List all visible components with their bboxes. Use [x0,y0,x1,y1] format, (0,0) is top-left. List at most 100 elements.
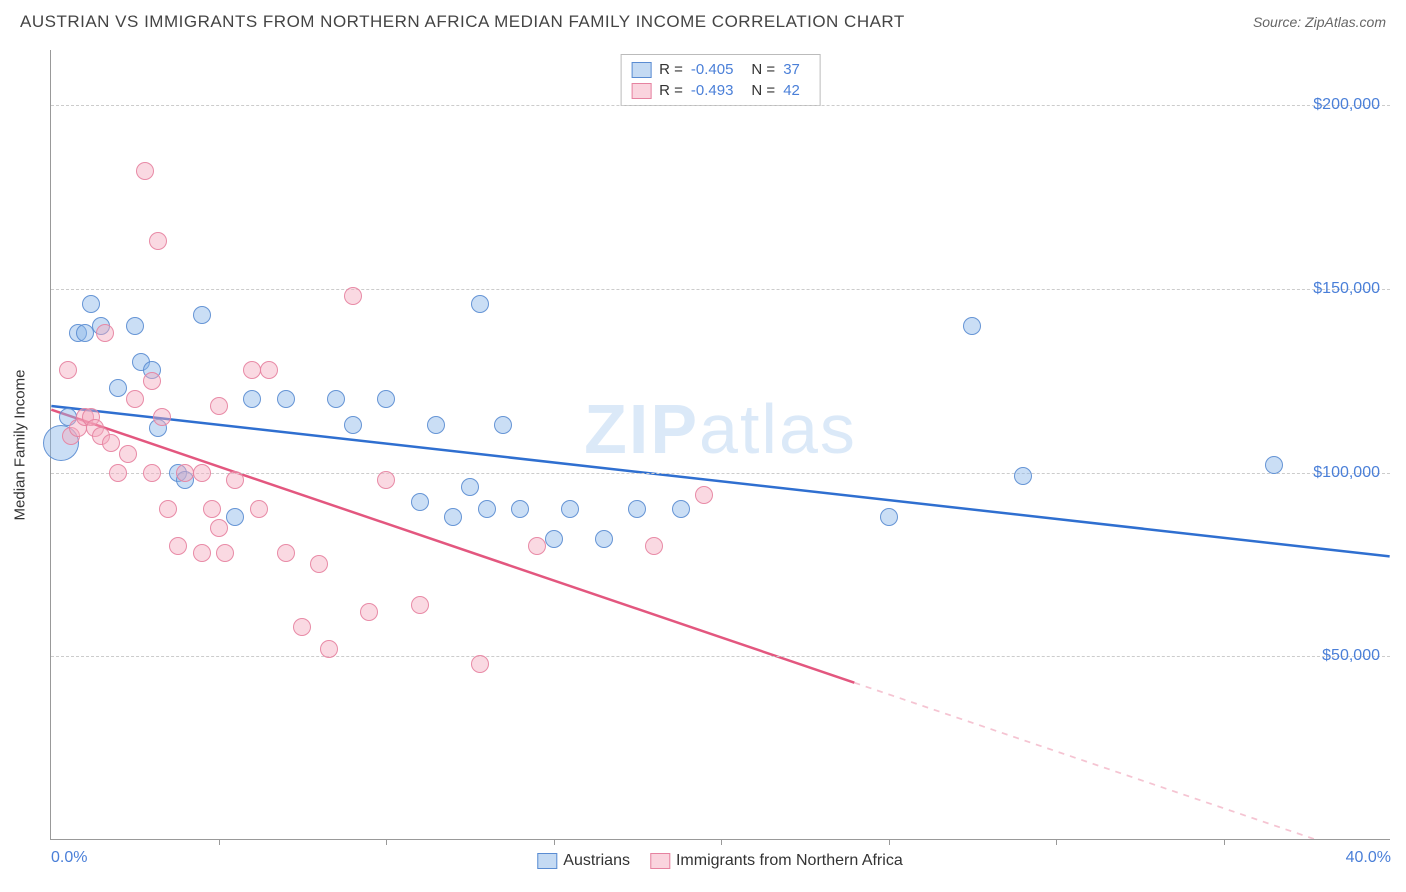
data-point [193,464,211,482]
plot-area: ZIPatlas R = -0.405 N = 37 R = -0.493 N … [50,50,1390,840]
source-name: ZipAtlas.com [1305,14,1386,30]
legend-item-austrians: Austrians [537,852,630,870]
data-point [102,434,120,452]
gridline [51,105,1390,106]
data-point [360,603,378,621]
legend-label-immigrants: Immigrants from Northern Africa [676,852,903,870]
data-point [320,640,338,658]
data-point [645,537,663,555]
data-point [119,445,137,463]
data-point [153,408,171,426]
data-point [1265,456,1283,474]
correlation-row-austrians: R = -0.405 N = 37 [631,59,810,80]
data-point [471,655,489,673]
data-point [193,306,211,324]
data-point [561,500,579,518]
data-point [243,390,261,408]
trend-line [51,406,1389,556]
data-point [880,508,898,526]
trend-line-extrapolated [854,683,1389,839]
data-point [250,500,268,518]
y-tick-label: $50,000 [1322,647,1380,665]
x-tick [386,839,387,845]
data-point [494,416,512,434]
source-label: Source: [1253,14,1301,30]
n-label: N = [751,82,775,99]
data-point [461,478,479,496]
x-tick-label: 40.0% [1346,849,1391,867]
gridline [51,473,1390,474]
trend-lines-svg [51,50,1390,839]
watermark-rest: atlas [699,390,857,468]
data-point [96,324,114,342]
data-point [210,519,228,537]
data-point [260,361,278,379]
data-point [327,390,345,408]
data-point [159,500,177,518]
r-value-immigrants: -0.493 [691,82,734,99]
data-point [377,471,395,489]
x-tick [1224,839,1225,845]
data-point [76,324,94,342]
data-point [695,486,713,504]
swatch-immigrants-icon [631,83,651,99]
y-tick-label: $150,000 [1313,280,1380,298]
x-tick [721,839,722,845]
chart-title: AUSTRIAN VS IMMIGRANTS FROM NORTHERN AFR… [20,12,905,32]
data-point [511,500,529,518]
data-point [176,464,194,482]
data-point [126,390,144,408]
data-point [82,295,100,313]
swatch-immigrants-icon [650,853,670,869]
data-point [109,464,127,482]
data-point [277,544,295,562]
legend-label-austrians: Austrians [563,852,630,870]
data-point [243,361,261,379]
x-tick-label: 0.0% [51,849,87,867]
data-point [595,530,613,548]
chart-source: Source: ZipAtlas.com [1253,14,1386,30]
x-tick [1056,839,1057,845]
data-point [444,508,462,526]
data-point [226,508,244,526]
x-tick [889,839,890,845]
data-point [377,390,395,408]
data-point [203,500,221,518]
data-point [427,416,445,434]
chart-container: Median Family Income ZIPatlas R = -0.405… [50,50,1390,840]
r-label: R = [659,61,683,78]
y-axis-label: Median Family Income [12,370,29,521]
r-label: R = [659,82,683,99]
data-point [169,537,187,555]
gridline [51,289,1390,290]
data-point [528,537,546,555]
r-value-austrians: -0.405 [691,61,734,78]
data-point [545,530,563,548]
data-point [344,287,362,305]
data-point [109,379,127,397]
data-point [293,618,311,636]
data-point [126,317,144,335]
data-point [136,162,154,180]
legend-item-immigrants: Immigrants from Northern Africa [650,852,903,870]
gridline [51,656,1390,657]
data-point [672,500,690,518]
data-point [411,596,429,614]
data-point [471,295,489,313]
correlation-row-immigrants: R = -0.493 N = 42 [631,80,810,101]
data-point [1014,467,1032,485]
data-point [963,317,981,335]
data-point [59,361,77,379]
correlation-legend: R = -0.405 N = 37 R = -0.493 N = 42 [620,54,821,106]
series-legend: Austrians Immigrants from Northern Afric… [537,852,902,870]
data-point [478,500,496,518]
data-point [210,397,228,415]
n-value-austrians: 37 [783,61,800,78]
data-point [277,390,295,408]
x-tick [554,839,555,845]
data-point [149,232,167,250]
chart-header: AUSTRIAN VS IMMIGRANTS FROM NORTHERN AFR… [0,0,1406,40]
x-tick [219,839,220,845]
swatch-austrians-icon [537,853,557,869]
data-point [143,464,161,482]
